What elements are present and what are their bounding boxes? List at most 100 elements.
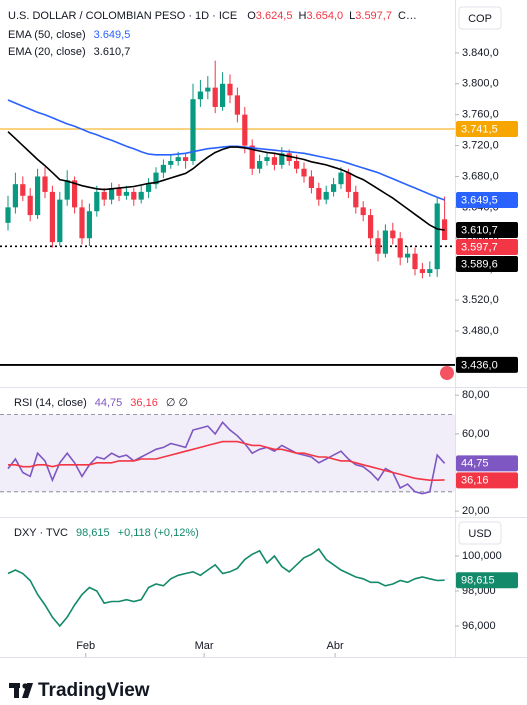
price-badge-label: 3.597,7	[461, 241, 498, 253]
ohlc-name: O	[247, 10, 256, 22]
legend-name: EMA (50, close)	[8, 29, 86, 41]
legend: EMA (50, close) 3.649,5	[8, 29, 130, 41]
candle-body	[382, 230, 388, 254]
candle-body	[331, 184, 337, 192]
candle-body	[338, 172, 344, 185]
price-badge-label: 98,615	[461, 575, 495, 587]
candle-body	[116, 188, 122, 196]
price-badge-label: 44,75	[461, 458, 489, 470]
price-badge	[456, 255, 518, 272]
chart-title: U.S. DOLLAR / COLOMBIAN PESO · 1D · ICE	[8, 10, 237, 22]
price-badge-label: 3.741,5	[461, 123, 498, 135]
x-tick-label: Feb	[76, 640, 95, 652]
candle-body	[168, 161, 174, 165]
candle-body	[79, 207, 85, 239]
candle-body	[353, 191, 359, 208]
candle-body	[301, 168, 307, 177]
legend-change: +0,118 (+0,12%)	[118, 527, 199, 539]
legend: DXY · TVC 98,615 +0,118 (+0,12%)	[14, 527, 199, 539]
candle-body	[271, 157, 277, 165]
candle-body	[412, 253, 418, 270]
price-badge	[456, 472, 518, 489]
candle-body	[227, 83, 233, 96]
candle-body	[190, 99, 196, 162]
brand-name: TradingView	[38, 680, 150, 701]
candle-body	[146, 184, 152, 192]
candle-body	[427, 269, 433, 274]
legend-name: RSI (14, close)	[14, 397, 87, 409]
candle-body	[375, 238, 381, 254]
candle-body	[12, 184, 18, 208]
rsi-band	[0, 414, 455, 492]
candle-body	[316, 188, 322, 200]
y-tick-label: 3.720,0	[462, 139, 499, 151]
candle-body	[131, 191, 137, 200]
ohlc-name: L	[349, 10, 355, 22]
currency-label: COP	[468, 13, 492, 25]
y-tick-label: 60,00	[462, 428, 490, 440]
series-line	[8, 440, 445, 481]
candle-body	[212, 87, 218, 107]
x-tick-label: Abr	[327, 640, 344, 652]
legend-suffix: ∅ ∅	[166, 397, 188, 409]
price-badge-label: 3.436,0	[461, 359, 498, 371]
ema-line	[7, 99, 445, 201]
legend-name: DXY · TVC	[14, 527, 68, 539]
candle-body	[197, 91, 203, 100]
chart-header: U.S. DOLLAR / COLOMBIAN PESO · 1D · ICE O…	[8, 10, 417, 22]
y-tick-label: 100,000	[462, 550, 502, 562]
price-badge-label: 36,16	[461, 475, 489, 487]
price-badge	[456, 192, 518, 209]
price-badge-label: 3.589,6	[461, 258, 498, 270]
ema-line	[7, 131, 445, 231]
candle-body	[405, 253, 411, 258]
legend-value: 3.610,7	[94, 46, 131, 58]
y-tick-label: 20,00	[462, 505, 490, 517]
y-tick-label: 3.520,0	[462, 294, 499, 306]
candle-body	[264, 157, 270, 162]
legend-value: 3.649,5	[94, 29, 131, 41]
candle-body	[123, 191, 129, 196]
candle-body	[345, 172, 351, 192]
logo-stem	[14, 683, 19, 698]
candle-body	[308, 176, 314, 189]
y-tick-label: 3.840,0	[462, 47, 499, 59]
candle-body	[434, 203, 440, 270]
y-tick-label: 3.680,0	[462, 170, 499, 182]
ohlc-value: 3.624,5	[256, 10, 293, 22]
candle-body	[153, 172, 159, 185]
legend-value: 36,16	[130, 397, 158, 409]
ohlc-value: 3.654,0	[306, 10, 343, 22]
candle-body	[42, 176, 48, 192]
candle-body	[72, 180, 78, 208]
x-tick-label: Mar	[195, 640, 214, 652]
price-badge-label: 3.649,5	[461, 194, 498, 206]
labels-layer: U.S. DOLLAR / COLOMBIAN PESO · 1D · ICE O…	[8, 6, 518, 589]
y-tick-label: 3.800,0	[462, 78, 499, 90]
candle-body	[368, 215, 374, 239]
price-badge-label: 3.610,7	[461, 224, 498, 236]
candle-body	[109, 188, 115, 200]
candle-body	[294, 161, 300, 169]
currency-box	[458, 521, 502, 545]
candle-body	[249, 145, 255, 169]
price-badge	[456, 120, 518, 137]
candle-body	[20, 184, 26, 196]
price-badge	[456, 238, 518, 255]
price-badge	[456, 221, 518, 238]
y-tick-label: 80,00	[462, 389, 490, 401]
currency-label: USD	[468, 528, 491, 540]
y-tick-label: 3.760,0	[462, 109, 499, 121]
price-badge	[456, 356, 518, 373]
candle-body	[101, 191, 107, 200]
candle-body	[94, 191, 100, 212]
y-tick-label: 3.480,0	[462, 325, 499, 337]
candle-body	[323, 191, 329, 200]
candle-body	[27, 195, 33, 216]
candle-body	[86, 211, 92, 239]
series-line	[7, 421, 446, 495]
candle-body	[419, 269, 425, 274]
ohlc-name: H	[298, 10, 306, 22]
